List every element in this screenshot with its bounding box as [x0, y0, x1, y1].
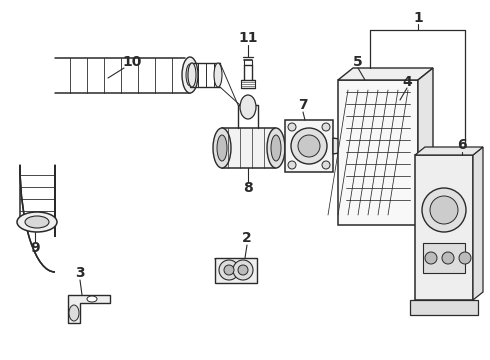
Ellipse shape [425, 252, 437, 264]
Ellipse shape [442, 252, 454, 264]
Ellipse shape [219, 260, 239, 280]
Ellipse shape [186, 64, 194, 86]
Ellipse shape [322, 123, 330, 131]
Ellipse shape [238, 265, 248, 275]
Ellipse shape [288, 123, 296, 131]
Ellipse shape [298, 135, 320, 157]
Text: 10: 10 [122, 55, 142, 69]
Polygon shape [338, 68, 433, 80]
Ellipse shape [214, 63, 222, 87]
Polygon shape [415, 147, 483, 155]
Text: 2: 2 [242, 231, 252, 245]
Ellipse shape [267, 128, 285, 168]
Ellipse shape [422, 188, 466, 232]
Ellipse shape [288, 161, 296, 169]
Ellipse shape [69, 305, 79, 321]
Text: 11: 11 [238, 31, 258, 45]
Polygon shape [473, 147, 483, 300]
Text: 3: 3 [75, 266, 85, 280]
Text: 6: 6 [457, 138, 467, 152]
Text: 1: 1 [413, 11, 423, 25]
Ellipse shape [233, 260, 253, 280]
Polygon shape [285, 120, 333, 172]
Polygon shape [423, 243, 465, 273]
Text: 9: 9 [30, 241, 40, 255]
Polygon shape [215, 258, 257, 283]
Polygon shape [415, 155, 473, 300]
Text: 7: 7 [298, 98, 308, 112]
Polygon shape [222, 128, 275, 168]
Polygon shape [418, 68, 433, 225]
Text: 8: 8 [243, 181, 253, 195]
Ellipse shape [430, 196, 458, 224]
Ellipse shape [240, 95, 256, 119]
Ellipse shape [17, 212, 57, 232]
Text: 4: 4 [402, 75, 412, 89]
Ellipse shape [271, 135, 281, 161]
Ellipse shape [87, 296, 97, 302]
Ellipse shape [291, 128, 327, 164]
Ellipse shape [188, 63, 196, 87]
Ellipse shape [322, 161, 330, 169]
Ellipse shape [182, 57, 198, 93]
Polygon shape [333, 138, 345, 154]
Polygon shape [338, 80, 418, 225]
Ellipse shape [459, 252, 471, 264]
Ellipse shape [217, 135, 227, 161]
Ellipse shape [213, 128, 231, 168]
Ellipse shape [224, 265, 234, 275]
Polygon shape [68, 295, 110, 323]
Ellipse shape [25, 216, 49, 228]
Text: 5: 5 [353, 55, 363, 69]
Polygon shape [410, 300, 478, 315]
